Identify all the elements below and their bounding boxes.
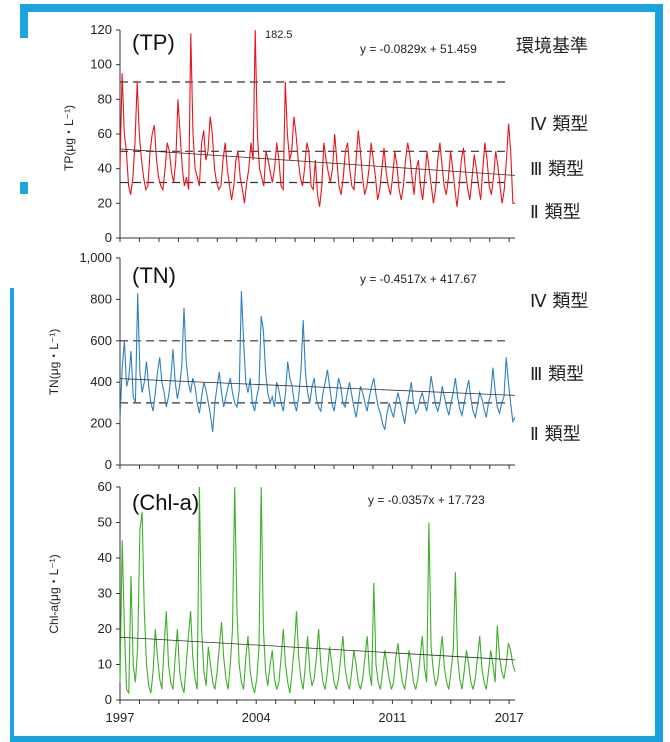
- tn-trend-line: [119, 378, 516, 396]
- tp-standard-label-4: Ⅳ 類型: [530, 114, 588, 135]
- tp-y-tick-label: 120: [90, 22, 112, 37]
- tp-peak-label: 182.5: [265, 29, 293, 41]
- tp-panel-title: (TP): [132, 30, 175, 55]
- tp-y-tick-label: 0: [105, 230, 112, 245]
- tn-standard-label-3: Ⅲ 類型: [530, 364, 584, 385]
- tn-y-tick-label: 1,000: [79, 250, 112, 265]
- tp-y-tick-label: 100: [90, 57, 112, 72]
- tn-standard-label-4: Ⅳ 類型: [530, 291, 588, 312]
- tn-y-tick-label: 600: [90, 333, 112, 348]
- x-tick-label: 2017: [495, 710, 524, 725]
- tn-y-tick-label: 800: [90, 291, 112, 306]
- tp-standard-label-3: Ⅲ 類型: [530, 159, 584, 180]
- frame-top-border: [20, 4, 661, 12]
- chla-y-tick-label: 20: [98, 621, 112, 636]
- tp-standard-label-kijun: 環境基準: [516, 36, 588, 57]
- tn-series-line: [119, 291, 516, 432]
- chla-trend-line: [119, 636, 516, 661]
- frame-left-top-border: [20, 4, 28, 38]
- tn-y-tick-label: 0: [105, 457, 112, 472]
- tp-y-tick-label: 80: [98, 91, 112, 106]
- chla-y-tick-label: 30: [98, 586, 112, 601]
- tp-y-tick-label: 40: [98, 161, 112, 176]
- frame-left-bottom-border: [10, 288, 14, 740]
- chla-y-tick-label: 60: [98, 479, 112, 494]
- x-tick-label: 1997: [106, 710, 135, 725]
- frame-left-mid-border: [20, 182, 28, 194]
- tp-trend-equation: y = -0.0829x + 51.459: [360, 42, 477, 56]
- chla-series-line: [119, 486, 516, 695]
- tp-y-tick-label: 20: [98, 195, 112, 210]
- chla-y-tick-label: 0: [105, 692, 112, 707]
- tp-y-tick-label: 60: [98, 126, 112, 141]
- tn-standard-label-2: Ⅱ 類型: [530, 424, 581, 445]
- chla-panel: (Chl-a) y = -0.0357x + 17.723 Chl-a(μg・L…: [47, 479, 524, 725]
- tp-panel: (TP) y = -0.0829x + 51.459 182.5 環境基準 Ⅳ …: [62, 22, 588, 245]
- chla-y-tick-label: 10: [98, 657, 112, 672]
- chla-trend-equation: y = -0.0357x + 17.723: [368, 493, 485, 507]
- x-tick-label: 2004: [242, 710, 271, 725]
- chla-y-tick-label: 50: [98, 515, 112, 530]
- tp-y-axis-title: TP(μg・L⁻¹): [62, 105, 76, 171]
- chla-y-axis-title: Chl-a(μg・L⁻¹): [47, 554, 61, 633]
- chla-y-tick-label: 40: [98, 550, 112, 565]
- tp-trend-line: [119, 148, 516, 176]
- tp-series-line: [119, 29, 515, 207]
- tp-standard-label-2: Ⅱ 類型: [530, 202, 581, 223]
- frame-right-border: [655, 4, 663, 738]
- tn-y-tick-label: 400: [90, 374, 112, 389]
- tn-y-axis-title: TN(μg・L⁻¹): [47, 329, 61, 396]
- chla-panel-title: (Chl-a): [132, 490, 199, 515]
- tn-panel-title: (TN): [132, 263, 176, 288]
- tn-panel: (TN) y = -0.4517x + 417.67 Ⅳ 類型 Ⅲ 類型 Ⅱ 類…: [47, 250, 588, 472]
- tn-trend-equation: y = -0.4517x + 417.67: [360, 272, 477, 286]
- frame-bottom-border: [10, 736, 663, 742]
- tn-y-tick-label: 200: [90, 416, 112, 431]
- x-tick-label: 2011: [378, 710, 406, 725]
